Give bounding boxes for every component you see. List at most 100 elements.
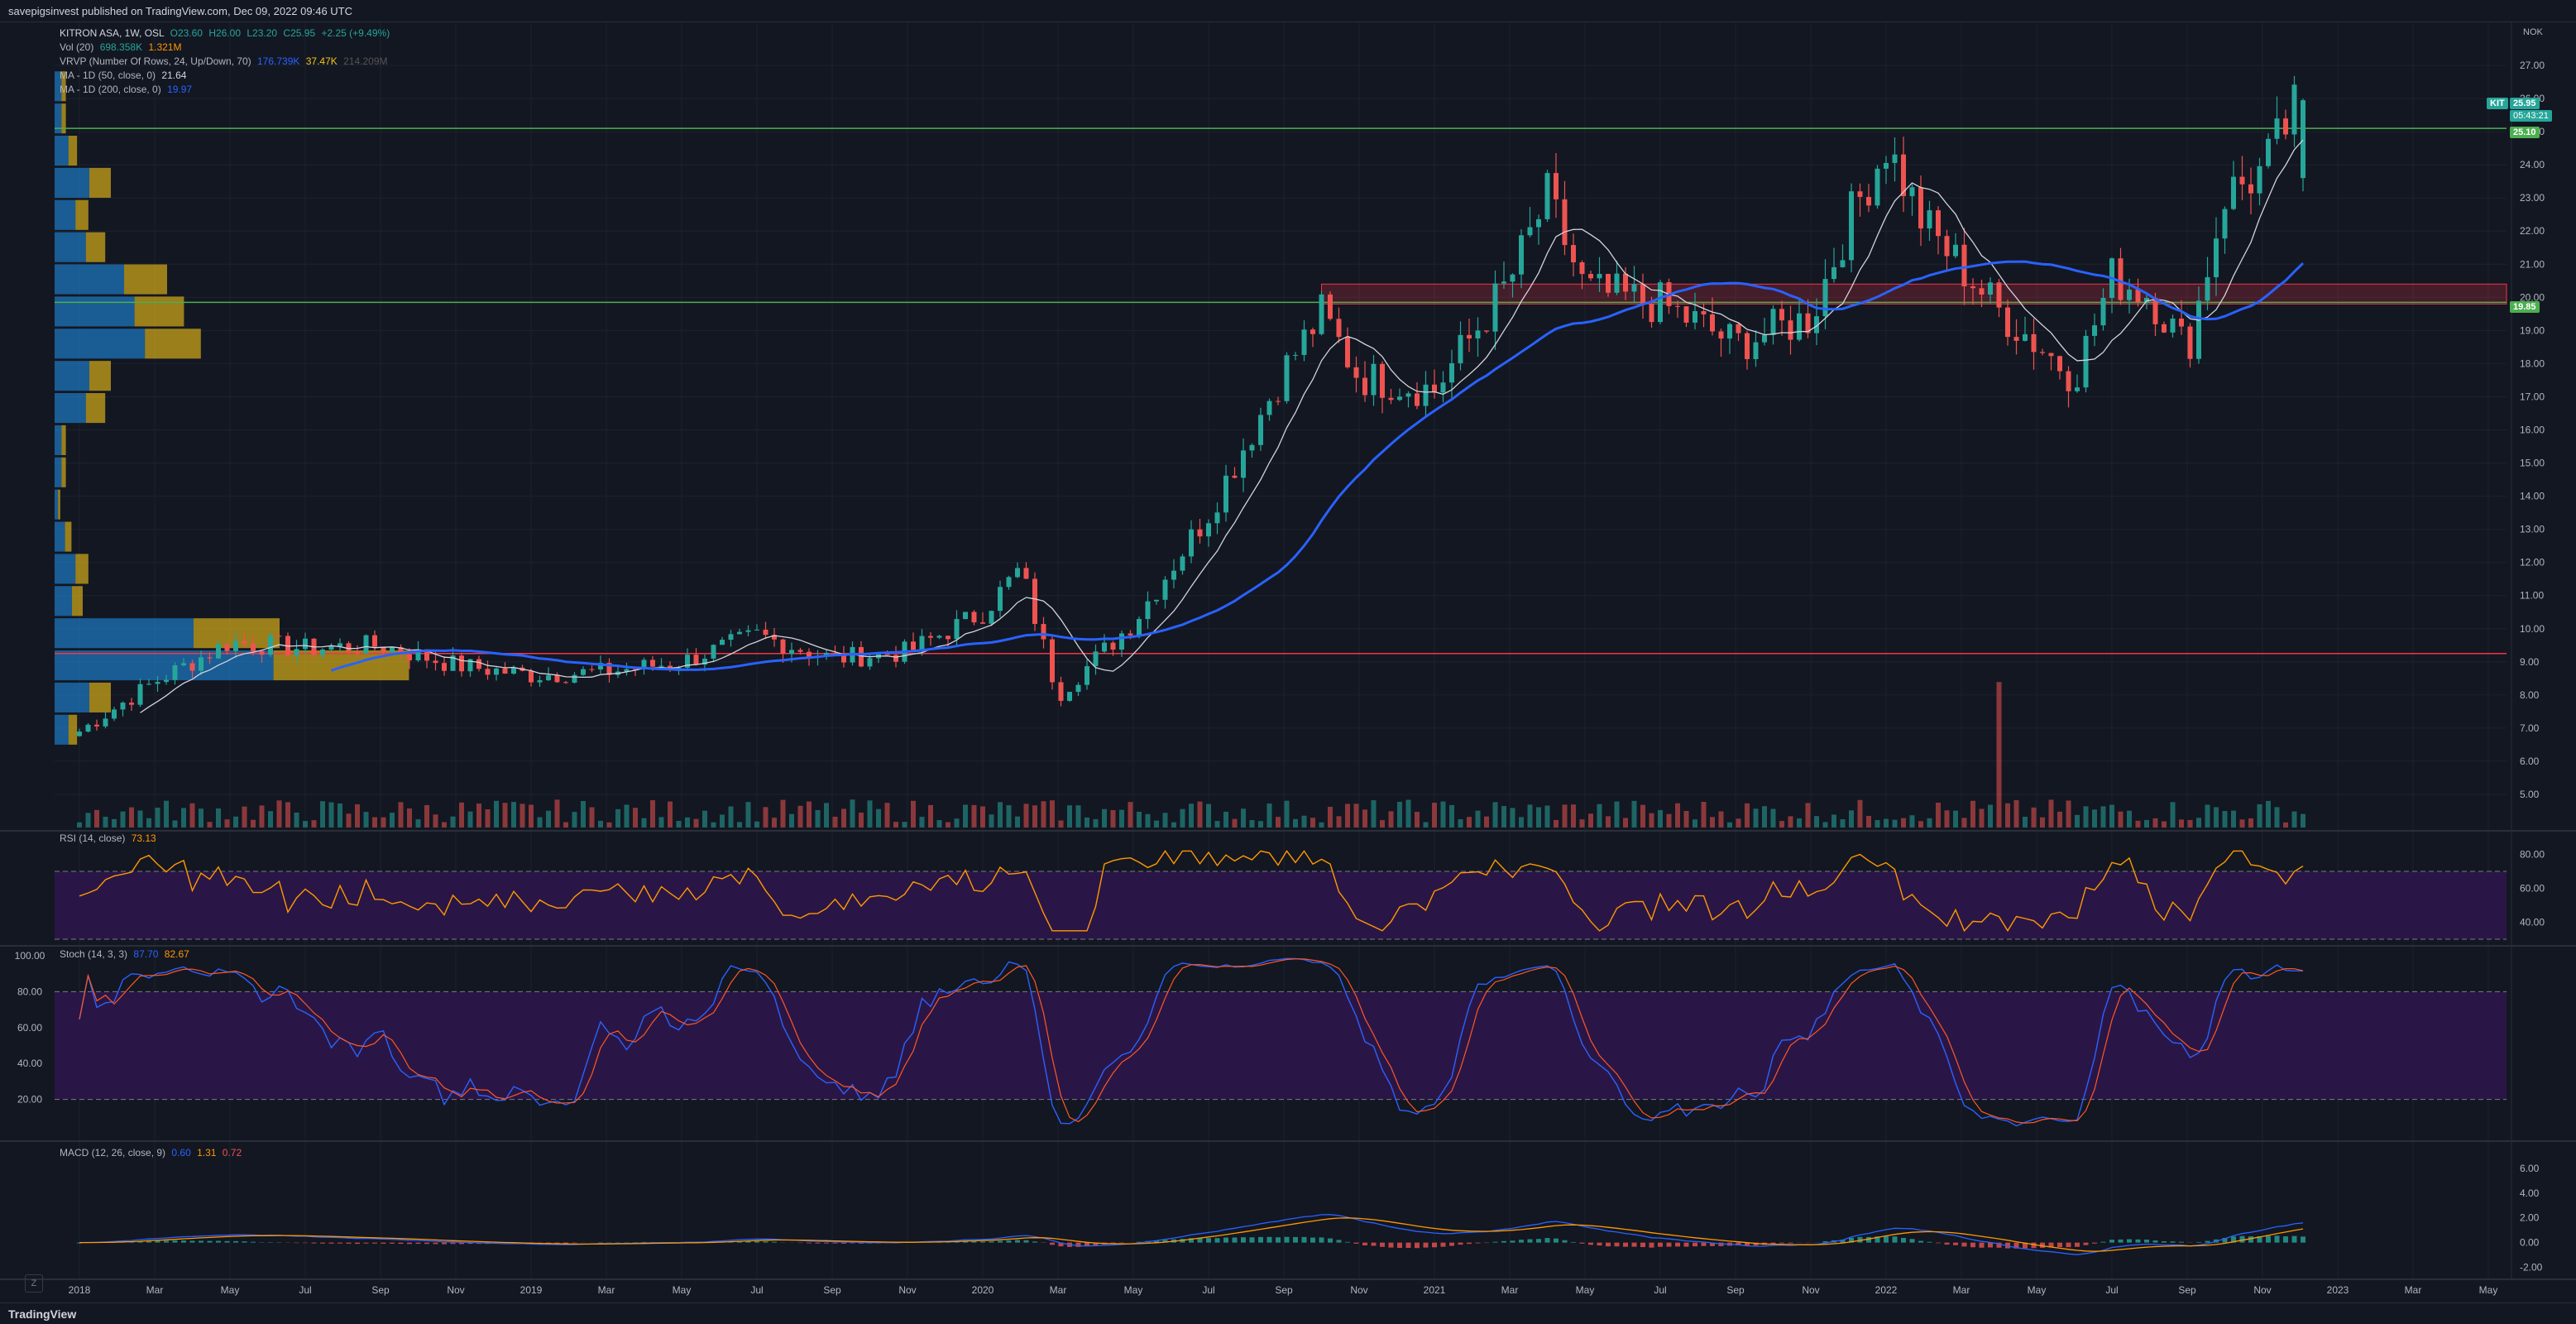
volume-bar: [1094, 819, 1099, 828]
macd-hist-bar: [1119, 1243, 1124, 1244]
volume-bar: [1597, 804, 1602, 828]
volume-bar: [1727, 823, 1732, 828]
candle-body: [955, 619, 960, 639]
macd-hist-bar: [1319, 1237, 1324, 1242]
zoom-button[interactable]: Z: [25, 1274, 43, 1293]
candle-body: [164, 680, 169, 682]
price-tick-label: 7.00: [2520, 722, 2540, 734]
legend-macd: MACD (12, 26, close, 9) 0.60 1.31 0.72: [60, 1146, 242, 1160]
macd-hist-bar: [2101, 1242, 2106, 1243]
volume-bar: [1250, 820, 1255, 828]
volume-bar: [1980, 808, 1985, 828]
macd-hist-bar: [1675, 1243, 1680, 1247]
volume-bar: [1362, 809, 1367, 828]
candle-body: [1276, 401, 1281, 402]
volume-bar: [2292, 812, 2297, 828]
volume-bar: [390, 813, 395, 828]
candle-body: [1745, 333, 1750, 359]
volume-bar: [1241, 808, 1246, 828]
macd-hist-bar: [1936, 1243, 1941, 1244]
vrvp-up-bar: [55, 425, 61, 455]
price-tick-label: 15.00: [2520, 458, 2545, 469]
time-tick-label: 2023: [2327, 1284, 2349, 1296]
candle-body: [86, 725, 91, 732]
candle-body: [1076, 685, 1081, 692]
candle-body: [1823, 279, 1828, 316]
macd-hist-bar: [1884, 1236, 1889, 1243]
rsi-value: 73.13: [132, 832, 156, 844]
candle-body: [581, 669, 586, 675]
macd-hist-bar: [233, 1241, 238, 1243]
macd-hist-bar: [381, 1243, 386, 1244]
candle-body: [1945, 236, 1950, 256]
time-tick-label: May: [1124, 1284, 1143, 1296]
vrvp-down-bar: [86, 393, 105, 423]
time-tick-label: Jul: [2105, 1284, 2118, 1296]
candle-body: [1319, 295, 1324, 334]
candle-body: [1024, 568, 1029, 578]
macd-hist-bar: [2075, 1243, 2080, 1247]
time-tick-label: Sep: [823, 1284, 841, 1296]
macd-hist-bar: [2171, 1241, 2176, 1242]
vrvp-down-bar: [69, 715, 77, 745]
level-mid-tag: 19.85: [2510, 301, 2540, 313]
candle-body: [1536, 219, 1541, 228]
macd-hist-bar: [1918, 1241, 1923, 1243]
candle-body: [980, 622, 985, 624]
macd-hist-bar: [1241, 1237, 1246, 1242]
volume-bar: [650, 800, 655, 828]
volume-bar: [816, 810, 821, 828]
candle-body: [1511, 275, 1515, 282]
vrvp-up: 176.739K: [257, 55, 299, 67]
candle-body: [2049, 353, 2054, 357]
change-value: +2.25 (+9.49%): [321, 27, 390, 39]
volume-bar: [668, 802, 673, 828]
volume-bar: [946, 823, 950, 828]
volume-bar: [1519, 817, 1524, 828]
candle-body: [1519, 235, 1524, 274]
candle-body: [1693, 311, 1697, 323]
price-tick-label: 9.00: [2520, 656, 2540, 668]
volume-bar: [338, 804, 342, 828]
signal-value: 1.31: [197, 1147, 216, 1158]
candle-body: [1111, 643, 1116, 650]
candle-body: [1267, 401, 1272, 415]
candle-body: [555, 675, 560, 682]
volume-bar: [347, 813, 352, 828]
macd-hist-bar: [850, 1243, 855, 1244]
volume-bar: [1910, 815, 1915, 828]
volume-bar: [2214, 807, 2219, 828]
chart[interactable]: 5.006.007.008.009.0010.0011.0012.0013.00…: [0, 22, 2576, 1302]
candle-body: [94, 725, 99, 727]
candle-body: [1988, 282, 1993, 295]
price-tick-label: 11.00: [2520, 590, 2544, 602]
candle-body: [2066, 372, 2071, 391]
volume-bar: [998, 802, 1003, 828]
candle-body: [1675, 306, 1680, 307]
candle-body: [1067, 692, 1072, 701]
volume-bar: [399, 802, 404, 828]
candle-body: [103, 718, 108, 726]
macd-hist-bar: [372, 1243, 377, 1244]
volume-bar: [955, 818, 960, 828]
candle-body: [1858, 191, 1863, 197]
candle-body: [2292, 84, 2297, 134]
volume-bar: [416, 819, 421, 828]
candle-body: [2014, 337, 2019, 341]
candle-body: [1980, 288, 1985, 295]
volume-bar: [121, 812, 126, 828]
volume-bar: [538, 818, 543, 828]
vrvp-label: VRVP (Number Of Rows, 24, Up/Down, 70): [60, 55, 251, 67]
volume-bar: [1831, 814, 1836, 828]
candle-body: [2214, 238, 2219, 277]
candle-body: [1640, 284, 1645, 304]
volume-bar: [1119, 810, 1124, 828]
macd-hist-bar: [764, 1241, 768, 1242]
volume-bar: [555, 799, 560, 828]
macd-hist-bar: [1233, 1238, 1238, 1243]
volume-bar: [1554, 820, 1559, 828]
volume-bar: [1918, 821, 1923, 828]
candle-body: [868, 658, 873, 666]
vrvp-up-bar: [55, 522, 65, 552]
volume-bar: [1841, 819, 1846, 828]
